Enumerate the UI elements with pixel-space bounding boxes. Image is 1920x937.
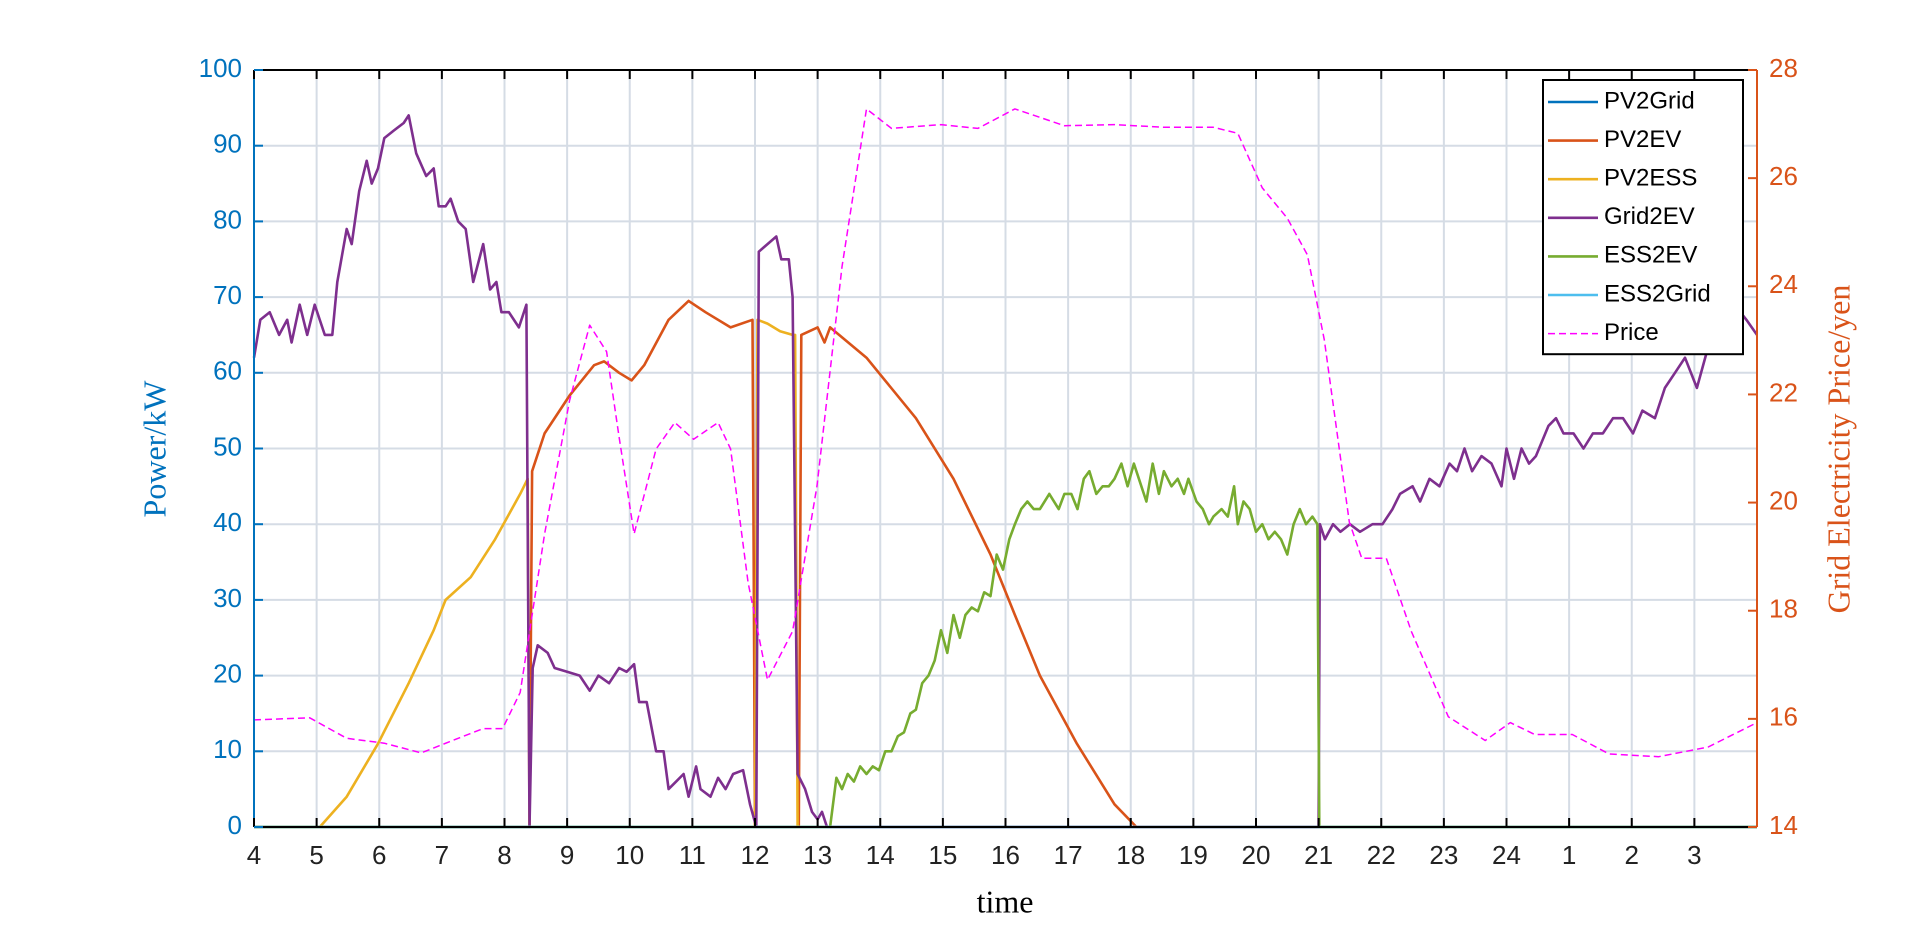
y-tick-label: 100 (199, 53, 242, 83)
x-tick-label: 15 (928, 840, 957, 870)
x-tick-label: 14 (866, 840, 895, 870)
y2-tick-label: 20 (1769, 485, 1798, 515)
y-tick-label: 20 (213, 658, 242, 688)
x-tick-label: 23 (1429, 840, 1458, 870)
x-tick-label: 2 (1625, 840, 1639, 870)
y-tick-label: 60 (213, 356, 242, 386)
y2-tick-label: 14 (1769, 810, 1798, 840)
x-tick-label: 11 (679, 840, 706, 870)
y-tick-label: 80 (213, 204, 242, 234)
x-tick-label: 17 (1054, 840, 1083, 870)
x-tick-label: 22 (1367, 840, 1396, 870)
x-tick-label: 6 (372, 840, 386, 870)
legend-label: PV2Grid (1604, 87, 1695, 114)
y2-axis-label: Grid Electricity Price/yen (1820, 285, 1856, 614)
x-tick-label: 16 (991, 840, 1020, 870)
y-tick-label: 70 (213, 280, 242, 310)
y2-tick-label: 18 (1769, 594, 1798, 624)
x-tick-label: 13 (803, 840, 832, 870)
y2-tick-label: 24 (1769, 269, 1798, 299)
x-tick-label: 12 (741, 840, 770, 870)
x-tick-label: 5 (309, 840, 323, 870)
x-tick-label: 3 (1687, 840, 1701, 870)
x-tick-label: 7 (435, 840, 449, 870)
x-tick-label: 20 (1242, 840, 1271, 870)
legend-label: PV2EV (1604, 126, 1681, 153)
legend-label: ESS2EV (1604, 242, 1697, 269)
y-tick-label: 0 (228, 810, 242, 840)
y-tick-label: 50 (213, 431, 242, 461)
y-tick-label: 10 (213, 734, 242, 764)
y2-tick-label: 26 (1769, 161, 1798, 191)
y2-tick-label: 28 (1769, 53, 1798, 83)
x-axis-label: time (977, 883, 1034, 919)
x-tick-label: 9 (560, 840, 574, 870)
x-tick-label: 19 (1179, 840, 1208, 870)
x-tick-label: 4 (247, 840, 261, 870)
y2-tick-label: 16 (1769, 702, 1798, 732)
y2-tick-label: 22 (1769, 377, 1798, 407)
y-axis-label: Power/kW (136, 380, 172, 518)
legend-label: PV2ESS (1604, 165, 1697, 192)
y-tick-label: 30 (213, 583, 242, 613)
x-tick-label: 1 (1562, 840, 1576, 870)
x-tick-label: 24 (1492, 840, 1521, 870)
legend-label: Grid2EV (1604, 203, 1695, 230)
y-tick-label: 90 (213, 129, 242, 159)
y-tick-label: 40 (213, 507, 242, 537)
series-line (253, 108, 1758, 758)
legend-label: Price (1604, 319, 1659, 346)
series-line (252, 114, 1759, 829)
series-line (254, 462, 1757, 829)
x-tick-label: 18 (1116, 840, 1145, 870)
x-tick-label: 10 (615, 840, 644, 870)
x-tick-label: 8 (497, 840, 511, 870)
legend-label: ESS2Grid (1604, 280, 1711, 307)
x-tick-label: 21 (1304, 840, 1333, 870)
series-line (254, 318, 1757, 829)
